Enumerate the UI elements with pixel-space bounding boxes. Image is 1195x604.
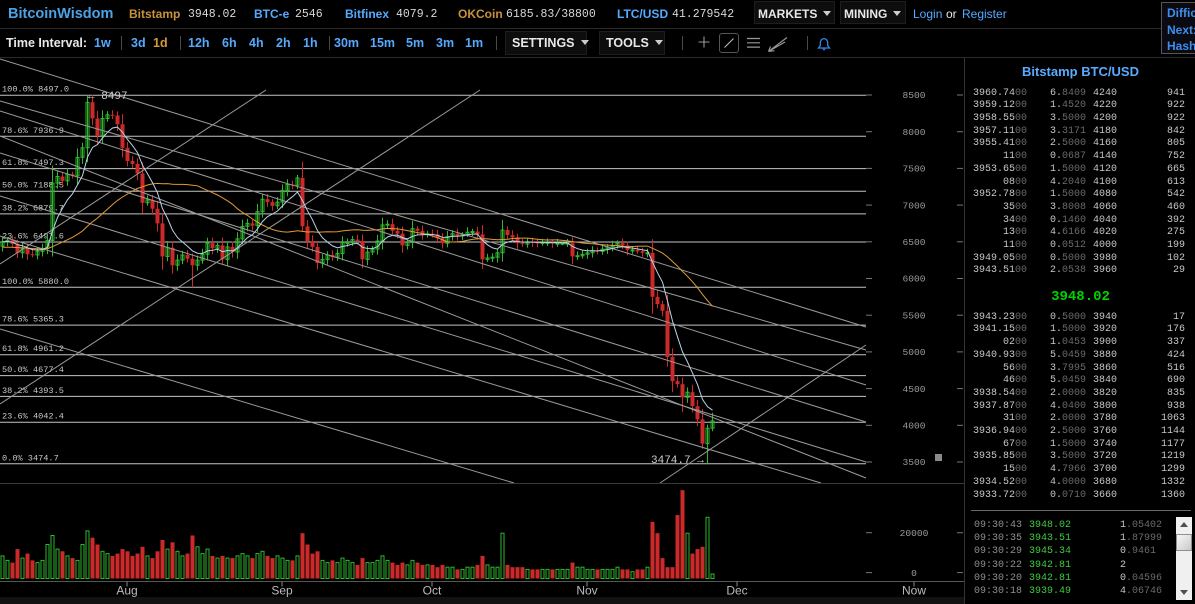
- svg-text:← 8497: ← 8497: [88, 91, 128, 103]
- svg-text:20000: 20000: [900, 528, 929, 539]
- svg-text:Aug: Aug: [116, 584, 137, 598]
- svg-text:50.0% 7188.5: 50.0% 7188.5: [2, 181, 64, 191]
- svg-text:78.6% 5365.3: 78.6% 5365.3: [2, 315, 64, 325]
- svg-text:78.6% 7936.9: 78.6% 7936.9: [2, 126, 64, 136]
- svg-text:3500: 3500: [902, 457, 925, 468]
- svg-text:Nov: Nov: [576, 584, 597, 598]
- svg-text:Oct: Oct: [423, 584, 442, 598]
- svg-text:8000: 8000: [902, 127, 925, 138]
- svg-text:50.0% 4677.4: 50.0% 4677.4: [2, 365, 64, 375]
- svg-text:4500: 4500: [902, 384, 925, 395]
- svg-text:0.0% 3474.7: 0.0% 3474.7: [2, 453, 59, 463]
- svg-text:3474.7 →: 3474.7 →: [651, 455, 704, 467]
- svg-text:Dec: Dec: [726, 584, 747, 598]
- svg-text:0: 0: [911, 568, 917, 579]
- svg-text:5500: 5500: [902, 310, 925, 321]
- svg-text:7000: 7000: [902, 200, 925, 211]
- svg-text:61.8% 4961.2: 61.8% 4961.2: [2, 344, 64, 354]
- svg-text:100.0% 5880.0: 100.0% 5880.0: [2, 277, 69, 287]
- svg-text:100.0% 8497.0: 100.0% 8497.0: [2, 85, 69, 95]
- svg-text:38.2% 4393.5: 38.2% 4393.5: [2, 386, 64, 396]
- svg-text:38.2% 6879.7: 38.2% 6879.7: [2, 203, 64, 213]
- svg-text:23.6% 4042.4: 23.6% 4042.4: [2, 412, 64, 422]
- svg-text:6000: 6000: [902, 274, 925, 285]
- svg-text:4000: 4000: [902, 421, 925, 432]
- svg-text:Now: Now: [902, 584, 926, 598]
- svg-text:5000: 5000: [902, 347, 925, 358]
- svg-text:8500: 8500: [902, 90, 925, 101]
- svg-text:6500: 6500: [902, 237, 925, 248]
- svg-text:7500: 7500: [902, 164, 925, 175]
- svg-text:23.6% 6497.6: 23.6% 6497.6: [2, 232, 64, 242]
- svg-text:Sep: Sep: [271, 584, 293, 598]
